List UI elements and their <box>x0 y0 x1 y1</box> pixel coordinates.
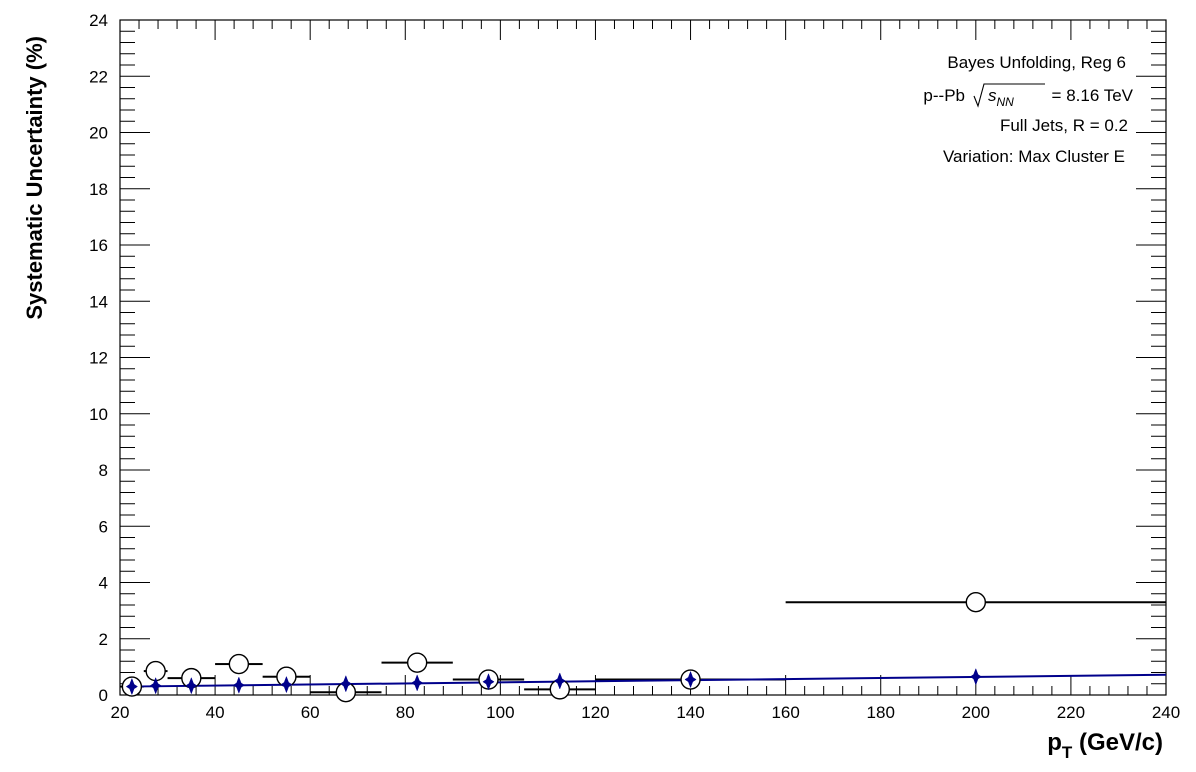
x-tick-label: 80 <box>396 703 415 722</box>
x-tick-label: 20 <box>111 703 130 722</box>
star-marker <box>553 672 566 690</box>
star-marker <box>280 675 293 694</box>
annotation-line-1: Bayes Unfolding, Reg 6 <box>947 53 1126 72</box>
open-circle-marker <box>965 591 987 613</box>
y-tick-label: 22 <box>89 67 108 86</box>
star-marker <box>185 677 198 695</box>
star-marker <box>411 674 424 692</box>
fit-line <box>129 673 1167 688</box>
y-tick-label: 6 <box>99 517 108 536</box>
x-tick-label: 40 <box>206 703 225 722</box>
x-tick-labels: 20 40 60 80 100 120 140 160 180 200 220 240 <box>111 703 1181 722</box>
star-series <box>125 668 982 696</box>
annotation-line-2-prefix: p--Pb <box>923 86 965 105</box>
y-tick-label: 0 <box>99 686 108 705</box>
y-tick-label: 20 <box>89 124 108 143</box>
x-axis-title: pT (GeV/c) <box>1047 729 1163 762</box>
annotation-line-2-suffix: = 8.16 TeV <box>1052 86 1134 105</box>
x-tick-label: 160 <box>771 703 799 722</box>
y-tick-label: 14 <box>89 292 108 311</box>
y-tick-label: 24 <box>89 11 108 30</box>
star-marker <box>149 677 162 695</box>
annotation-line-3: Full Jets, R = 0.2 <box>1000 116 1128 135</box>
x-tick-label: 220 <box>1057 703 1085 722</box>
x-tick-label: 120 <box>581 703 609 722</box>
star-marker <box>969 668 982 686</box>
x-tick-label: 140 <box>676 703 704 722</box>
star-marker <box>232 676 245 694</box>
x-error-bars <box>120 601 1166 694</box>
x-tick-label: 200 <box>962 703 990 722</box>
x-tick-label: 60 <box>301 703 320 722</box>
y-tick-label: 4 <box>99 574 108 593</box>
x-tick-label: 100 <box>486 703 514 722</box>
y-tick-label: 10 <box>89 405 108 424</box>
open-circle-marker <box>228 653 250 675</box>
star-marker <box>684 670 697 689</box>
x-tick-label: 180 <box>867 703 895 722</box>
y-tick-label: 18 <box>89 180 108 199</box>
y-tick-label: 8 <box>99 461 108 480</box>
annotation-line-4: Variation: Max Cluster E <box>943 147 1125 166</box>
y-tick-label: 12 <box>89 349 108 368</box>
sqrt-sign <box>973 83 1045 108</box>
x-axis-title-unit: (GeV/c) <box>1072 729 1163 756</box>
x-tick-label: 240 <box>1152 703 1180 722</box>
sqrt-s-subscript: NN <box>997 95 1015 109</box>
axis-ticks <box>119 19 1167 696</box>
y-tick-label: 16 <box>89 236 108 255</box>
y-axis-title: Systematic Uncertainty (%) <box>22 36 47 320</box>
x-axis-title-sub: T <box>1062 743 1073 762</box>
star-marker <box>339 675 352 693</box>
star-marker <box>482 673 495 691</box>
open-circle-marker <box>406 652 428 673</box>
y-tick-label: 2 <box>99 630 108 649</box>
sqrt-s: sNN <box>988 86 1014 109</box>
x-axis-title-main: p <box>1047 729 1062 756</box>
star-marker <box>125 677 138 696</box>
